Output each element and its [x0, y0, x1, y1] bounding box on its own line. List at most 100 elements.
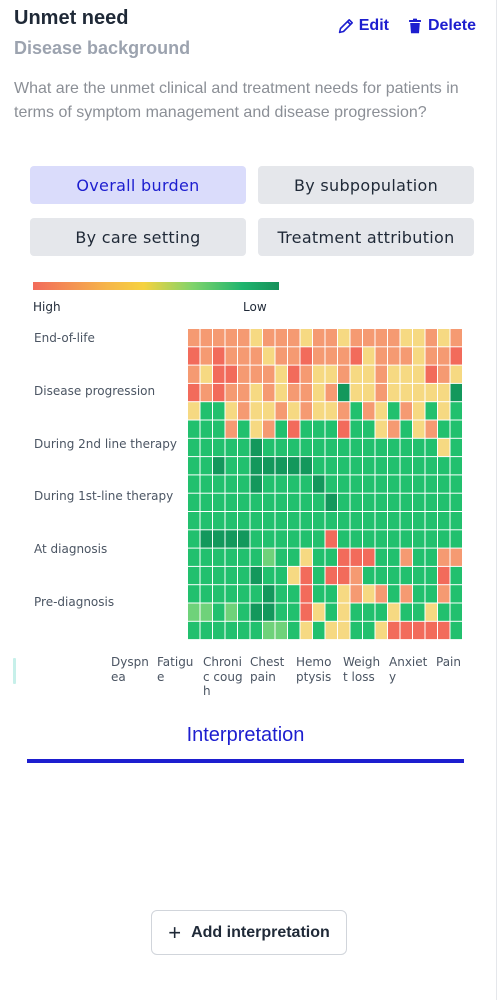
- heatmap-cell: [213, 585, 225, 603]
- heatmap-cell: [325, 621, 337, 640]
- heatmap-cell: [388, 585, 400, 603]
- add-interpretation-button[interactable]: + Add interpretation: [151, 910, 347, 955]
- heatmap-cell: [188, 530, 200, 548]
- heatmap-cell: [300, 548, 312, 566]
- heatmap-cell: [300, 493, 312, 511]
- heatmap-cell: [425, 512, 437, 530]
- heatmap-cell: [413, 457, 425, 475]
- heatmap-cell: [388, 512, 400, 530]
- horizontal-scroll-handle[interactable]: [13, 658, 16, 684]
- heatmap-cell: [200, 402, 212, 420]
- heatmap-cell: [275, 420, 287, 438]
- heatmap-cell: [350, 438, 362, 457]
- tab-by-care-setting[interactable]: By care setting: [30, 218, 246, 256]
- heatmap-cell: [238, 603, 250, 621]
- heatmap-cell: [350, 585, 362, 603]
- heatmap-cell: [388, 438, 400, 457]
- heatmap-cell: [238, 530, 250, 548]
- heatmap-cell: [350, 475, 362, 493]
- heatmap-cell: [313, 329, 325, 347]
- heatmap-cell: [288, 548, 300, 566]
- heatmap-cell: [413, 530, 425, 548]
- heatmap-cell: [388, 530, 400, 548]
- heatmap-cell: [200, 603, 212, 621]
- heatmap-cell: [413, 548, 425, 566]
- heatmap-cell: [275, 548, 287, 566]
- heatmap-cell: [388, 493, 400, 511]
- heatmap-cell: [213, 347, 225, 365]
- heatmap-grid: [188, 329, 462, 640]
- heatmap-cell: [300, 402, 312, 420]
- page-subtitle: Disease background: [14, 38, 191, 58]
- heatmap-cell: [300, 420, 312, 438]
- heatmap-cell: [400, 420, 412, 438]
- heatmap-cell: [375, 402, 387, 420]
- heatmap-cell: [363, 548, 375, 566]
- heatmap-cell: [338, 402, 350, 420]
- heatmap-cell: [213, 438, 225, 457]
- legend-high-label: High: [33, 300, 61, 314]
- heatmap-cell: [325, 329, 337, 347]
- heatmap-cell: [325, 548, 337, 566]
- heatmap-cell: [300, 365, 312, 383]
- heatmap-cell: [400, 347, 412, 365]
- heatmap-cell: [275, 512, 287, 530]
- edit-label: Edit: [358, 17, 389, 34]
- heatmap-cell: [200, 475, 212, 493]
- heatmap-cell: [263, 438, 275, 457]
- heatmap-cell: [325, 457, 337, 475]
- heatmap-cell: [325, 512, 337, 530]
- heatmap-cell: [188, 603, 200, 621]
- col-label-chest-pain: Chest pain: [250, 655, 285, 684]
- heatmap-cell: [425, 420, 437, 438]
- heatmap-cell: [225, 329, 237, 347]
- heatmap-cell: [450, 347, 462, 365]
- tab-overall-burden[interactable]: Overall burden: [30, 166, 246, 204]
- heatmap-cell: [200, 530, 212, 548]
- heatmap-cell: [263, 621, 275, 640]
- heatmap-cell: [400, 530, 412, 548]
- heatmap-cell: [450, 548, 462, 566]
- row-label-at-diagnosis: At diagnosis: [34, 542, 108, 556]
- heatmap-cell: [238, 512, 250, 530]
- row-label-pre-diagnosis: Pre-diagnosis: [34, 595, 115, 609]
- heatmap-cell: [188, 493, 200, 511]
- heatmap-cell: [350, 347, 362, 365]
- heatmap-cell: [375, 621, 387, 640]
- heatmap-cell: [388, 457, 400, 475]
- heatmap-cell: [200, 347, 212, 365]
- heatmap-cell: [325, 402, 337, 420]
- heatmap-cell: [238, 347, 250, 365]
- heatmap-cell: [350, 512, 362, 530]
- heatmap-cell: [213, 621, 225, 640]
- heatmap-cell: [425, 347, 437, 365]
- heatmap-cell: [313, 566, 325, 585]
- heatmap-cell: [200, 457, 212, 475]
- heatmap-cell: [313, 512, 325, 530]
- delete-button[interactable]: Delete: [407, 17, 476, 35]
- heatmap-cell: [425, 438, 437, 457]
- heatmap-cell: [275, 329, 287, 347]
- row-label-disease-progression: Disease progression: [34, 384, 156, 398]
- heatmap-cell: [288, 585, 300, 603]
- heatmap-cell: [413, 365, 425, 383]
- heatmap-cell: [313, 365, 325, 383]
- heatmap-cell: [450, 475, 462, 493]
- heatmap-cell: [200, 512, 212, 530]
- heatmap-cell: [288, 383, 300, 402]
- heatmap-cell: [438, 365, 450, 383]
- heatmap-cell: [350, 621, 362, 640]
- heatmap-cell: [325, 603, 337, 621]
- heatmap-cell: [438, 438, 450, 457]
- heatmap-cell: [288, 347, 300, 365]
- heatmap-cell: [338, 475, 350, 493]
- edit-button[interactable]: Edit: [338, 17, 389, 35]
- heatmap-cell: [300, 329, 312, 347]
- heatmap-cell: [450, 383, 462, 402]
- tab-by-subpopulation[interactable]: By subpopulation: [258, 166, 474, 204]
- tab-treatment-attribution[interactable]: Treatment attribution: [258, 218, 474, 256]
- heatmap-cell: [438, 347, 450, 365]
- heatmap-cell: [350, 383, 362, 402]
- tab-interpretation[interactable]: Interpretation: [27, 724, 464, 747]
- heatmap-cell: [413, 493, 425, 511]
